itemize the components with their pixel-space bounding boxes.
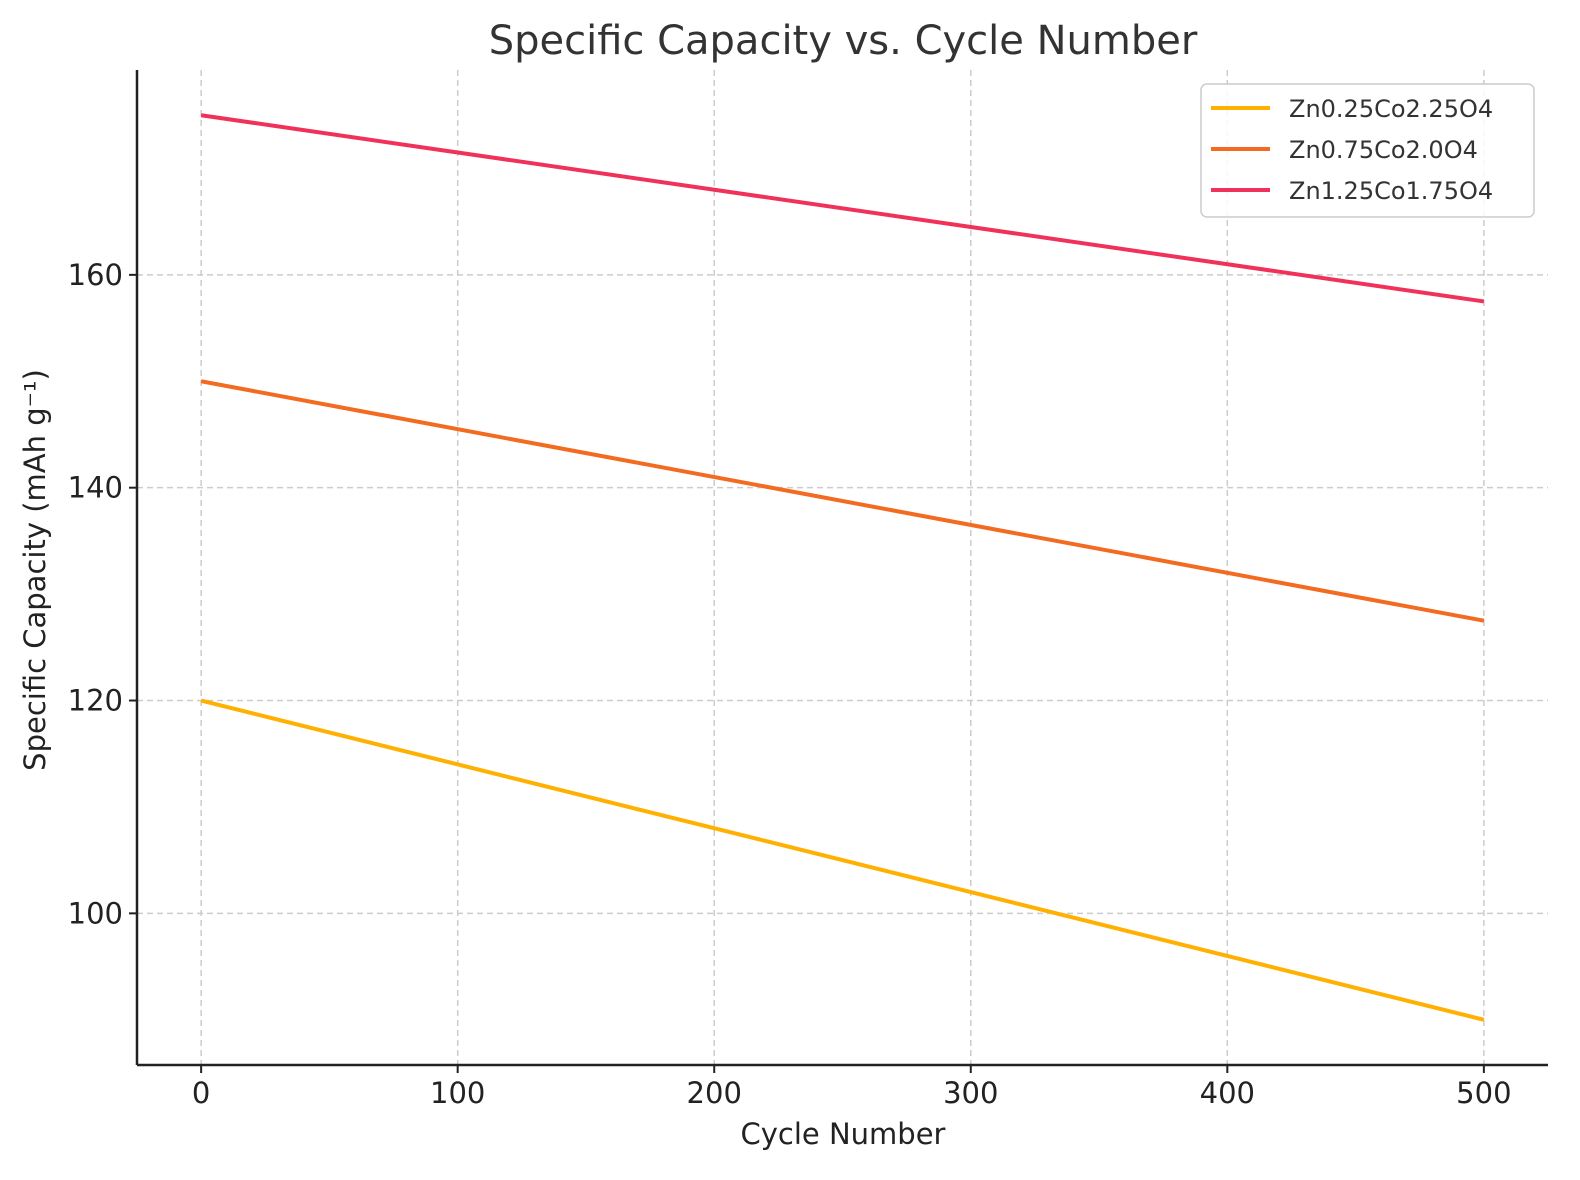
x-tick-label: 200 (687, 1076, 742, 1110)
x-ticks: 0 100 200 300 400 500 (192, 1065, 1512, 1110)
y-tick-label: 160 (68, 258, 123, 292)
y-axis-label: Specific Capacity (mAh g⁻¹) (18, 369, 52, 771)
legend-items: Zn0.25Co2.25O4 Zn0.75Co2.0O4 Zn1.25Co1.75O… (1211, 95, 1493, 205)
series-line-zn0-25co2-25o4 (200, 698, 1485, 1022)
y-ticks: 100 120 140 160 (68, 258, 137, 930)
y-tick-label: 100 (68, 896, 123, 930)
legend: Zn0.25Co2.25O4 Zn0.75Co2.0O4 Zn1.25Co1.75O… (1200, 83, 1535, 218)
axes-layer (135, 70, 1548, 1067)
legend-frame (1200, 83, 1535, 218)
x-axis-label: Cycle Number (741, 1117, 946, 1151)
series-line-zn1-25co1-75o4 (200, 113, 1485, 304)
x-tick-label: 300 (943, 1076, 998, 1110)
chart-title: Specific Capacity vs. Cycle Number (489, 18, 1198, 64)
x-tick-label: 500 (1456, 1076, 1511, 1110)
y-tick-label: 140 (68, 471, 123, 505)
x-tick-label: 0 (192, 1076, 210, 1110)
legend-label: Zn0.25Co2.25O4 (1289, 95, 1493, 123)
legend-label: Zn0.75Co2.0O4 (1289, 136, 1478, 164)
series-line-zn0-75co2-0o4 (200, 379, 1485, 623)
legend-label: Zn1.25Co1.75O4 (1289, 177, 1493, 205)
x-tick-label: 400 (1200, 1076, 1255, 1110)
series-layer (200, 113, 1485, 1022)
grid-layer (137, 70, 1548, 1065)
x-tick-label: 100 (430, 1076, 485, 1110)
y-tick-label: 120 (68, 684, 123, 718)
